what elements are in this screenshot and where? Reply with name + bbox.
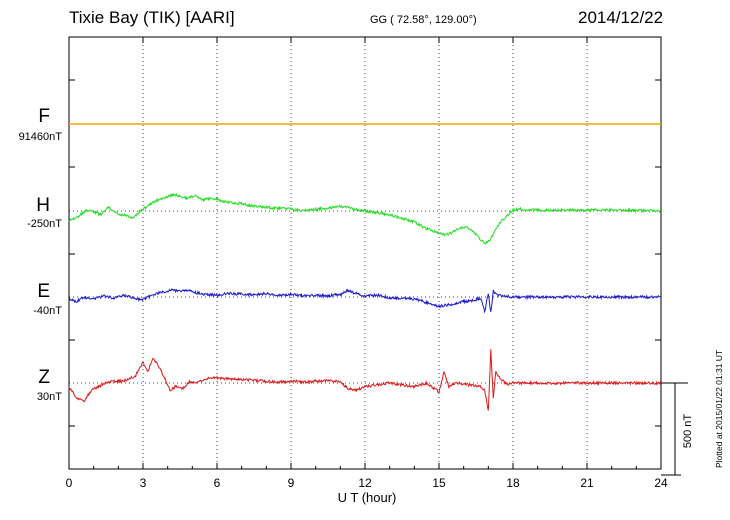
coordinates-label: GG ( 72.58°, 129.00°) [370, 14, 477, 26]
channel-f-letter: F [38, 106, 50, 127]
series-line-z [68, 349, 662, 411]
station-title: Tixie Bay (TIK) [AARI] [69, 8, 235, 27]
axis-ticks: 0 3 6 9 12 15 18 21 24 [66, 37, 668, 490]
series-line-e [68, 288, 662, 314]
x-tick-label: 21 [580, 476, 594, 490]
channel-h-letter: H [36, 195, 50, 216]
channel-e-letter: E [37, 281, 50, 302]
channel-e-baseline: -40nT [33, 305, 62, 317]
x-tick-label: 12 [358, 476, 372, 490]
x-tick-label: 0 [66, 476, 73, 490]
series-line-h [68, 192, 662, 245]
x-axis-label: U T (hour) [338, 490, 397, 505]
date-label: 2014/12/22 [578, 8, 664, 27]
series-group [68, 123, 662, 411]
grid-lines [69, 37, 661, 469]
channel-z-letter: Z [38, 367, 50, 388]
x-tick-label: 15 [432, 476, 446, 490]
scale-bar-label: 500 nT [682, 414, 694, 449]
channel-f-baseline: 91460nT [18, 131, 62, 143]
x-tick-label: 6 [214, 476, 221, 490]
scale-bar: 500 nT [661, 382, 694, 476]
x-tick-label: 18 [506, 476, 520, 490]
x-tick-label: 3 [140, 476, 147, 490]
channel-h-baseline: -250nT [27, 218, 62, 230]
x-tick-label: 9 [288, 476, 295, 490]
x-tick-label: 24 [654, 476, 668, 490]
channel-z-baseline: 30nT [36, 391, 62, 403]
